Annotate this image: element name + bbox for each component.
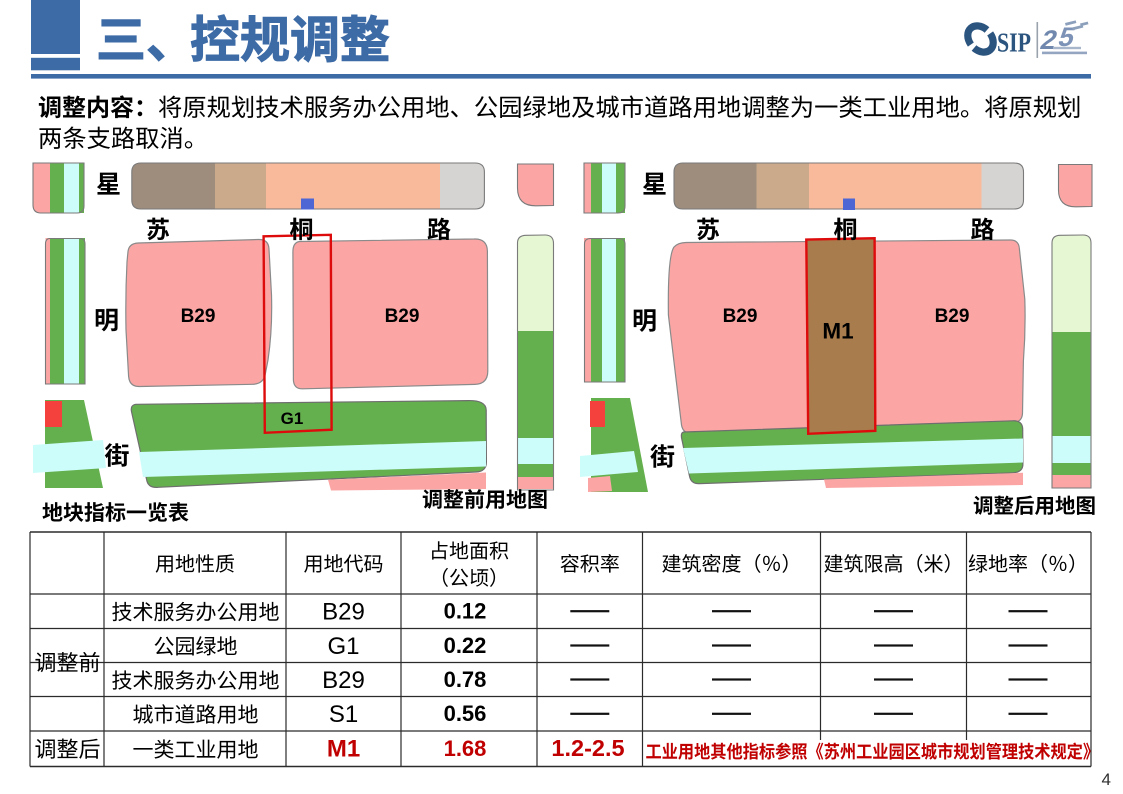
- svg-text:B29: B29: [181, 306, 216, 327]
- svg-text:1.68: 1.68: [444, 736, 487, 761]
- svg-text:M1: M1: [822, 319, 853, 344]
- svg-text:0.56: 0.56: [444, 701, 487, 726]
- svg-text:B29: B29: [322, 667, 365, 694]
- svg-text:S1: S1: [329, 701, 358, 728]
- svg-text:B29: B29: [322, 599, 365, 626]
- svg-text:0.78: 0.78: [444, 667, 487, 692]
- svg-text:1.2-2.5: 1.2-2.5: [551, 735, 624, 761]
- svg-text:B29: B29: [385, 306, 420, 327]
- svg-text:SIP: SIP: [997, 27, 1031, 58]
- svg-text:4: 4: [1102, 770, 1111, 789]
- svg-text:B29: B29: [935, 306, 970, 327]
- svg-text:G1: G1: [327, 633, 359, 660]
- svg-text:M1: M1: [327, 736, 360, 763]
- svg-text:0.22: 0.22: [444, 633, 487, 658]
- svg-text:G1: G1: [281, 409, 304, 428]
- svg-text:B29: B29: [723, 306, 758, 327]
- svg-text:0.12: 0.12: [444, 599, 487, 624]
